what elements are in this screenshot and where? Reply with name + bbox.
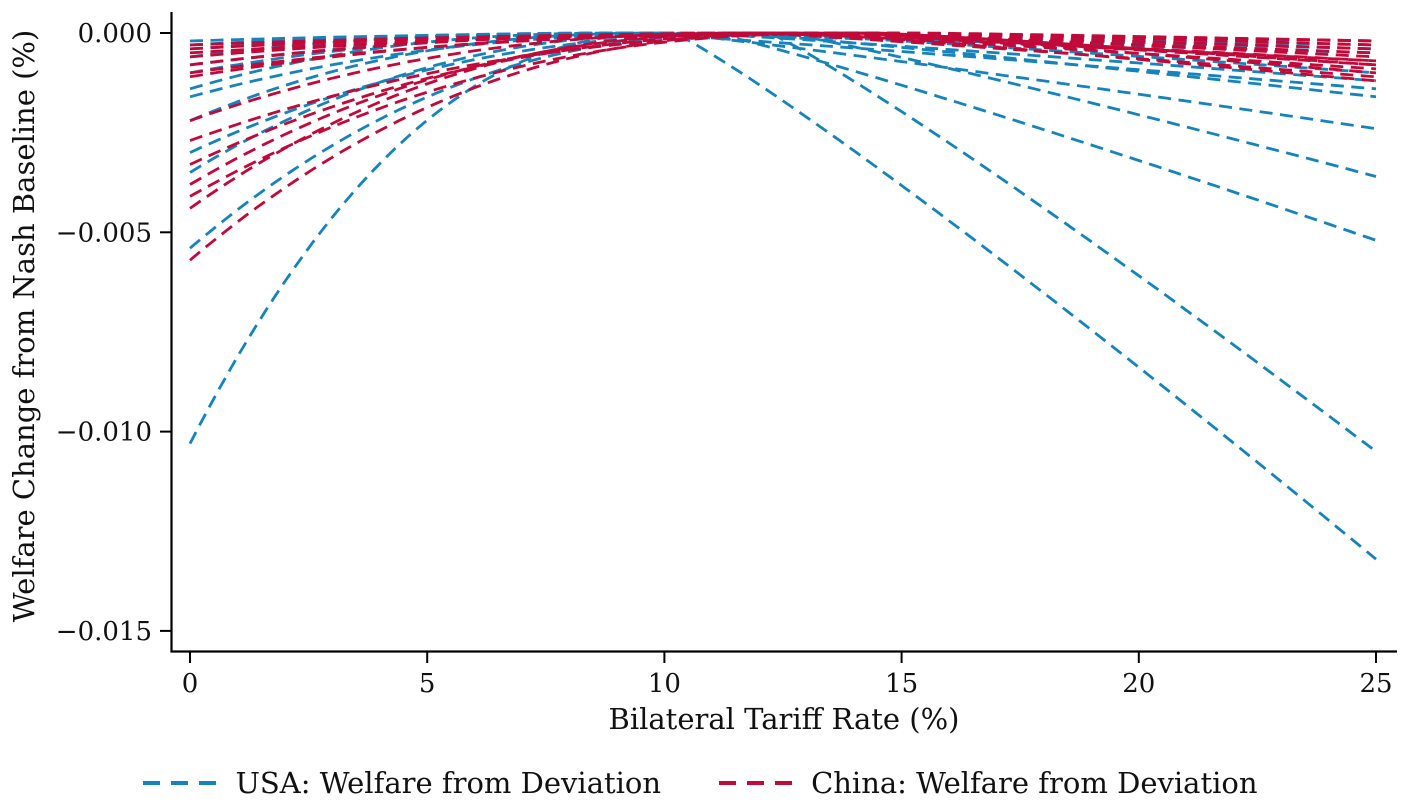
x-axis-title: Bilateral Tariff Rate (%) <box>608 702 960 736</box>
usa-curve <box>189 31 1377 47</box>
curve-group <box>188 31 1377 561</box>
china-curve <box>189 31 1377 55</box>
china-curve <box>189 31 1377 47</box>
usa-curve <box>188 31 1377 561</box>
legend-item-usa: USA: Welfare from Deviation <box>143 766 661 800</box>
usa-curve <box>189 31 1377 131</box>
x-tick-label: 15 <box>885 669 918 699</box>
usa-curve <box>189 31 1377 99</box>
legend-item-china: China: Welfare from Deviation <box>719 766 1258 800</box>
usa-curve <box>189 31 1377 83</box>
y-tick-label: 0.000 <box>78 19 152 49</box>
china-curve <box>189 31 1377 210</box>
legend-label-china: China: Welfare from Deviation <box>811 766 1258 800</box>
legend-label-usa: USA: Welfare from Deviation <box>235 766 662 800</box>
y-axis-title: Welfare Change from Nash Baseline (%) <box>7 29 41 623</box>
y-tick-label: −0.010 <box>56 418 152 448</box>
x-tick-label: 0 <box>182 669 199 699</box>
x-tick-label: 20 <box>1122 669 1155 699</box>
usa-curve <box>189 31 1377 242</box>
x-tick-label: 25 <box>1359 669 1392 699</box>
usa-curve <box>189 31 1377 75</box>
y-tick-label: −0.005 <box>56 218 152 248</box>
y-tick-label: −0.015 <box>56 617 152 647</box>
usa-dash-swatch-icon <box>143 781 220 785</box>
legend: USA: Welfare from Deviation China: Welfa… <box>0 766 1401 800</box>
usa-curve <box>189 31 1377 91</box>
tick-group: 0 5 10 15 20 25 0.000 −0.005 −0.010 −0.015 <box>56 19 1393 699</box>
china-dash-swatch-icon <box>719 781 796 785</box>
china-curve <box>189 31 1377 75</box>
x-tick-label: 5 <box>419 669 436 699</box>
china-curve <box>189 31 1377 166</box>
usa-curve <box>189 31 1377 178</box>
china-curve <box>189 31 1377 59</box>
china-curve <box>189 31 1377 67</box>
x-tick-label: 10 <box>648 669 681 699</box>
china-curve <box>189 31 1377 186</box>
